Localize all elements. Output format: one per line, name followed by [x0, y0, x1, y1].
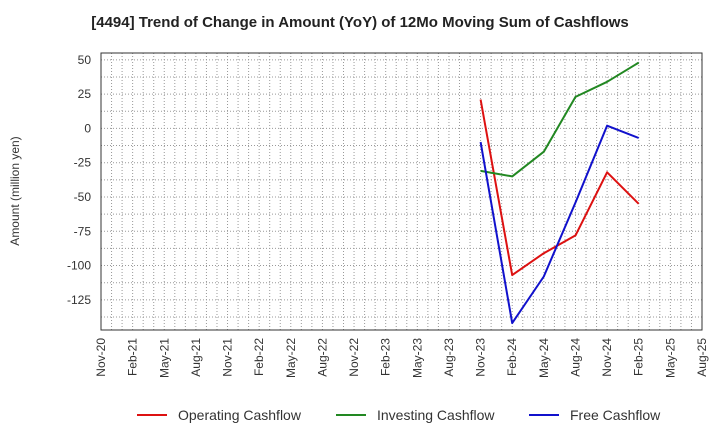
x-tick-label: Aug-21	[189, 338, 203, 377]
x-axis-ticks: Nov-20 Feb-21 May-21 Aug-21 Nov-21 Feb-22 May-…	[94, 338, 709, 378]
x-tick-label: Feb-21	[126, 338, 140, 376]
chart-title: [4494] Trend of Change in Amount (YoY) o…	[91, 14, 629, 31]
y-tick-label: -100	[67, 259, 91, 273]
y-tick-label: -25	[74, 156, 92, 170]
series-line-free-cashflow	[479, 124, 640, 325]
grid	[100, 53, 703, 330]
y-tick-label: -50	[74, 190, 92, 204]
y-axis-title: Amount (million yen)	[8, 136, 22, 245]
x-tick-label: Aug-22	[315, 338, 329, 377]
legend-label: Free Cashflow	[570, 407, 661, 423]
series-layer	[479, 61, 640, 325]
x-tick-label: Aug-25	[695, 338, 709, 377]
x-tick-label: Nov-23	[474, 338, 488, 377]
x-tick-label: May-23	[410, 338, 424, 378]
y-tick-label: 25	[78, 87, 92, 101]
plot-frame	[100, 52, 703, 331]
x-tick-label: Nov-22	[347, 338, 361, 377]
series-line-investing-cashflow	[480, 61, 640, 178]
x-tick-label: Aug-24	[568, 338, 582, 377]
y-tick-label: -75	[74, 224, 92, 238]
x-tick-label: May-24	[537, 338, 551, 378]
x-tick-label: Feb-22	[252, 338, 266, 376]
legend-label: Investing Cashflow	[377, 407, 495, 423]
x-tick-label: May-22	[284, 338, 298, 378]
y-axis-ticks: 50 25 0 -25 -50 -75 -100 -125	[67, 53, 91, 307]
x-tick-label: May-21	[157, 338, 171, 378]
y-tick-label: 50	[78, 53, 92, 67]
x-tick-label: Nov-21	[221, 338, 235, 377]
x-tick-label: Aug-23	[442, 338, 456, 377]
x-tick-label: Feb-24	[505, 338, 519, 376]
x-tick-label: Nov-24	[600, 338, 614, 377]
legend-label: Operating Cashflow	[178, 407, 302, 423]
x-tick-label: May-25	[663, 338, 677, 378]
x-tick-label: Nov-20	[94, 338, 108, 377]
series-line-operating-cashflow	[479, 99, 640, 277]
y-tick-label: 0	[84, 121, 91, 135]
x-tick-label: Feb-25	[632, 338, 646, 376]
y-tick-label: -125	[67, 293, 91, 307]
legend: Operating Cashflow Investing Cashflow Free…	[137, 407, 661, 423]
x-tick-label: Feb-23	[379, 338, 393, 376]
